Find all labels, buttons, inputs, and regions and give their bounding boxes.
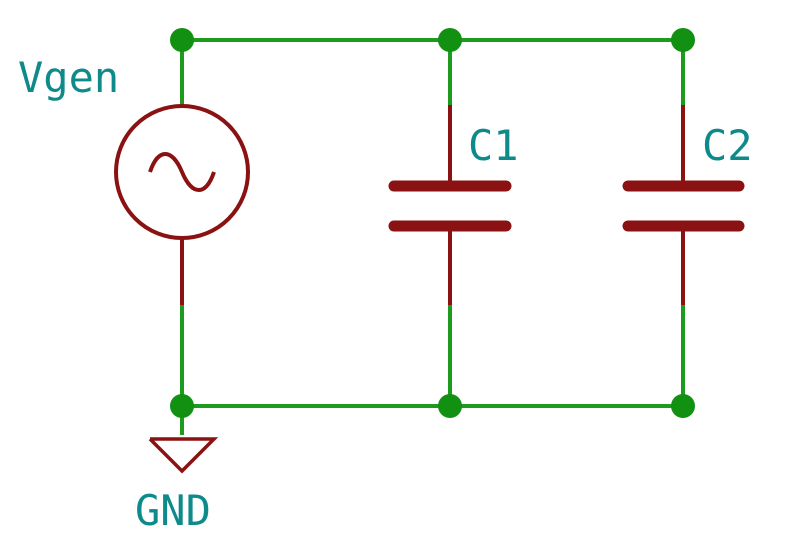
sine-wave-icon <box>148 152 216 192</box>
capacitor-c2 <box>622 105 745 305</box>
capacitor-c1 <box>388 105 512 305</box>
junctions <box>170 28 695 418</box>
label-vgen: Vgen <box>18 53 119 102</box>
junction-bottom-left <box>170 394 194 418</box>
junction-bottom-middle <box>438 394 462 418</box>
ac-voltage-source <box>114 104 250 305</box>
label-c2: C2 <box>702 121 753 170</box>
label-gnd: GND <box>135 486 211 535</box>
junction-top-right <box>671 28 695 52</box>
wires <box>180 38 685 435</box>
labels: Vgen C1 C2 GND <box>18 53 753 535</box>
junction-top-left <box>170 28 194 52</box>
junction-bottom-right <box>671 394 695 418</box>
ground-icon <box>148 437 219 474</box>
ground-symbol <box>148 437 219 474</box>
label-c1: C1 <box>468 121 519 170</box>
junction-top-middle <box>438 28 462 52</box>
